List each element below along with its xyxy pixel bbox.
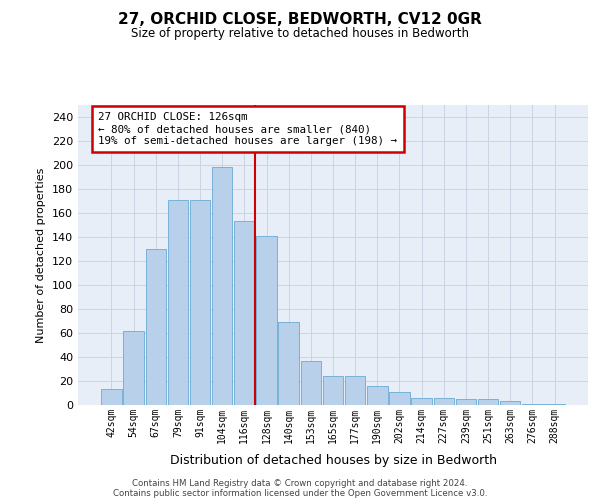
Bar [456,399,476,405]
X-axis label: Distribution of detached houses by size in Bedworth: Distribution of detached houses by size … [170,454,497,467]
Bar [544,404,565,405]
Bar [301,360,321,405]
Bar [367,386,388,405]
Bar [522,404,542,405]
Bar [412,398,432,405]
Bar [278,322,299,405]
Bar [190,200,210,405]
Bar [124,330,144,405]
Bar [389,392,410,405]
Bar [500,402,520,405]
Text: 27, ORCHID CLOSE, BEDWORTH, CV12 0GR: 27, ORCHID CLOSE, BEDWORTH, CV12 0GR [118,12,482,28]
Bar [167,200,188,405]
Bar [146,249,166,405]
Text: Size of property relative to detached houses in Bedworth: Size of property relative to detached ho… [131,28,469,40]
Y-axis label: Number of detached properties: Number of detached properties [37,168,46,342]
Text: Contains HM Land Registry data © Crown copyright and database right 2024.: Contains HM Land Registry data © Crown c… [132,478,468,488]
Text: 27 ORCHID CLOSE: 126sqm
← 80% of detached houses are smaller (840)
19% of semi-d: 27 ORCHID CLOSE: 126sqm ← 80% of detache… [98,112,397,146]
Bar [478,399,499,405]
Bar [345,376,365,405]
Text: Contains public sector information licensed under the Open Government Licence v3: Contains public sector information licen… [113,488,487,498]
Bar [323,376,343,405]
Bar [212,168,232,405]
Bar [234,222,254,405]
Bar [434,398,454,405]
Bar [101,390,122,405]
Bar [256,236,277,405]
